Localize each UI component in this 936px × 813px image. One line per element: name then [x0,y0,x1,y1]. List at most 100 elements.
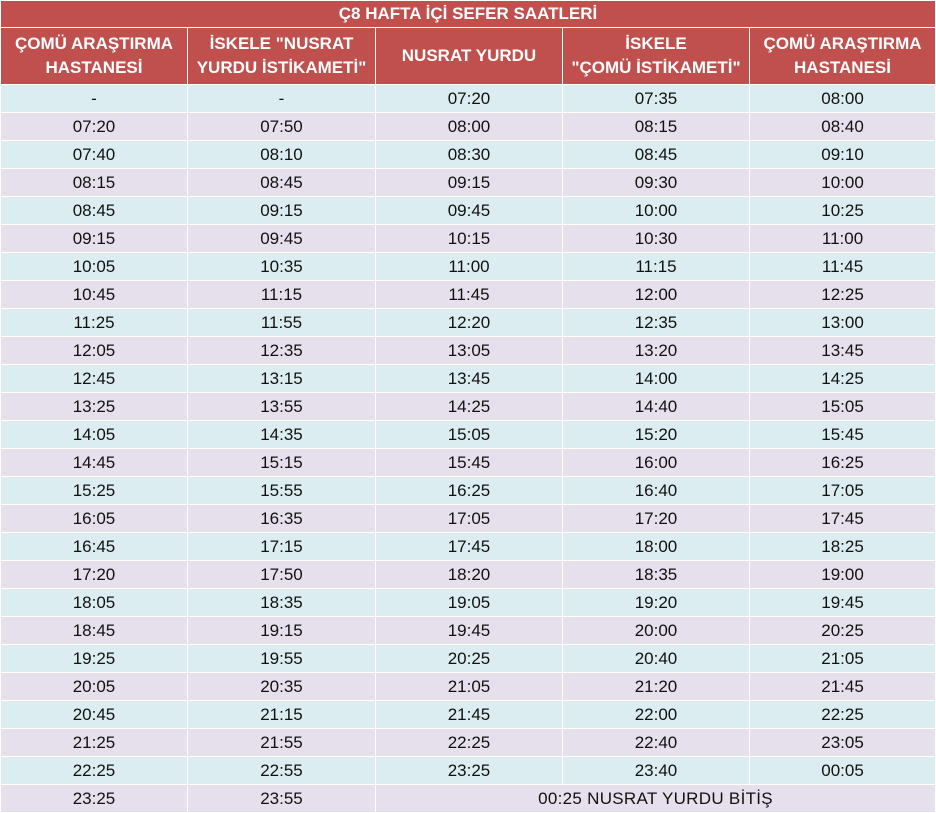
time-cell: 20:25 [375,644,563,673]
time-cell: 13:00 [748,308,936,337]
time-cell: 11:15 [187,280,376,309]
column-header-row: ÇOMÜ ARAŞTIRMA HASTANESİ İSKELE "NUSRAT YUR… [0,27,936,85]
time-cell: 07:20 [0,112,188,141]
time-cell: 13:45 [375,364,563,393]
column-header-line: ÇOMÜ ARAŞTIRMA [763,34,922,53]
time-cell: 21:20 [562,672,750,701]
time-cell: 09:15 [187,196,376,225]
time-cell: 16:25 [748,448,936,477]
time-cell: 17:05 [748,476,936,505]
time-cell: 19:45 [748,588,936,617]
time-cell: 18:25 [748,532,936,561]
time-cell: 07:20 [375,84,563,113]
time-cell: 07:35 [562,84,750,113]
time-cell: 19:15 [187,616,376,645]
time-cell: 19:25 [0,644,188,673]
time-cell: 18:35 [562,560,750,589]
time-cell: 22:25 [375,728,563,757]
time-cell: 13:55 [187,392,376,421]
table-row: 22:25 22:55 23:25 23:40 00:05 [0,756,936,785]
time-cell: 21:55 [187,728,376,757]
table-row: 12:05 12:35 13:05 13:20 13:45 [0,336,936,365]
end-of-service-note: 00:25 NUSRAT YURDU BİTİŞ [374,784,936,813]
column-header-line: YURDU İSTİKAMETİ" [196,58,367,77]
time-cell: 15:45 [748,420,936,449]
time-cell: 09:45 [375,196,563,225]
time-cell: 23:40 [562,756,750,785]
column-header-4: İSKELE "ÇOMÜ İSTİKAMETİ" [562,27,750,85]
time-cell: 19:20 [562,588,750,617]
time-cell: 17:05 [375,504,563,533]
time-cell: 08:30 [375,140,563,169]
time-cell: 12:35 [562,308,750,337]
time-cell: 08:40 [748,112,936,141]
time-cell: 15:45 [375,448,563,477]
time-cell: 21:45 [748,672,936,701]
time-cell: 11:15 [562,252,750,281]
time-cell: 19:55 [187,644,376,673]
time-cell: 14:25 [375,392,563,421]
time-cell: 20:40 [562,644,750,673]
time-cell: 14:00 [562,364,750,393]
time-cell: - [0,84,188,113]
column-header-line: İSKELE "NUSRAT [209,34,354,53]
table-row: 08:45 09:15 09:45 10:00 10:25 [0,196,936,225]
time-cell: 16:05 [0,504,188,533]
column-header-line: "ÇOMÜ İSTİKAMETİ" [571,58,741,77]
time-cell: 08:15 [0,168,188,197]
column-header-line: HASTANESİ [45,58,143,77]
time-cell: 10:00 [748,168,936,197]
column-header-line: ÇOMÜ ARAŞTIRMA [14,34,174,53]
time-cell: 11:45 [748,252,936,281]
table-row: 10:45 11:15 11:45 12:00 12:25 [0,280,936,309]
table-row: 07:20 07:50 08:00 08:15 08:40 [0,112,936,141]
time-cell: 08:15 [562,112,750,141]
time-cell: 19:00 [748,560,936,589]
table-row: 10:05 10:35 11:00 11:15 11:45 [0,252,936,281]
time-cell: 22:00 [562,700,750,729]
table-row: 20:05 20:35 21:05 21:20 21:45 [0,672,936,701]
time-cell: 16:00 [562,448,750,477]
time-cell: 12:20 [375,308,563,337]
time-cell: 17:45 [748,504,936,533]
time-cell: 16:25 [375,476,563,505]
time-cell: 11:25 [0,308,188,337]
table-row: 16:45 17:15 17:45 18:00 18:25 [0,532,936,561]
time-cell: 14:25 [748,364,936,393]
table-row: - -07:20 07:35 08:00 [0,84,936,113]
time-cell: 13:25 [0,392,188,421]
time-cell: 22:55 [187,756,376,785]
time-cell: 17:50 [187,560,376,589]
time-cell: 08:45 [562,140,750,169]
column-header-line: HASTANESİ [794,58,891,77]
time-cell: 11:00 [375,252,563,281]
table-row: 15:25 15:55 16:25 16:40 17:05 [0,476,936,505]
time-cell: 17:20 [0,560,188,589]
time-cell: 15:20 [562,420,750,449]
table-row-last: 23:25 23:55 00:25 NUSRAT YURDU BİTİŞ [0,784,936,813]
time-cell: 14:35 [187,420,376,449]
time-cell: 17:20 [562,504,750,533]
time-cell: 12:25 [748,280,936,309]
time-cell: 23:25 [0,784,188,813]
schedule-body: - -07:20 07:35 08:00 07:20 07:50 08:00 08:15 08:… [0,84,936,813]
time-cell: 15:25 [0,476,188,505]
time-cell: 22:40 [562,728,750,757]
time-cell: 18:05 [0,588,188,617]
time-cell: 21:05 [748,644,936,673]
time-cell: 21:15 [187,700,376,729]
time-cell: 10:05 [0,252,188,281]
time-cell: 15:05 [748,392,936,421]
time-cell: 10:15 [375,224,563,253]
time-cell: 13:45 [748,336,936,365]
table-row: 19:25 19:55 20:25 20:40 21:05 [0,644,936,673]
time-cell: 10:30 [562,224,750,253]
time-cell: 09:45 [187,224,376,253]
table-row: 09:15 09:45 10:15 10:30 11:00 [0,224,936,253]
table-row: 13:25 13:55 14:25 14:40 15:05 [0,392,936,421]
time-cell: 09:15 [375,168,563,197]
time-cell: 20:45 [0,700,188,729]
column-header-5: ÇOMÜ ARAŞTIRMA HASTANESİ [748,27,936,85]
